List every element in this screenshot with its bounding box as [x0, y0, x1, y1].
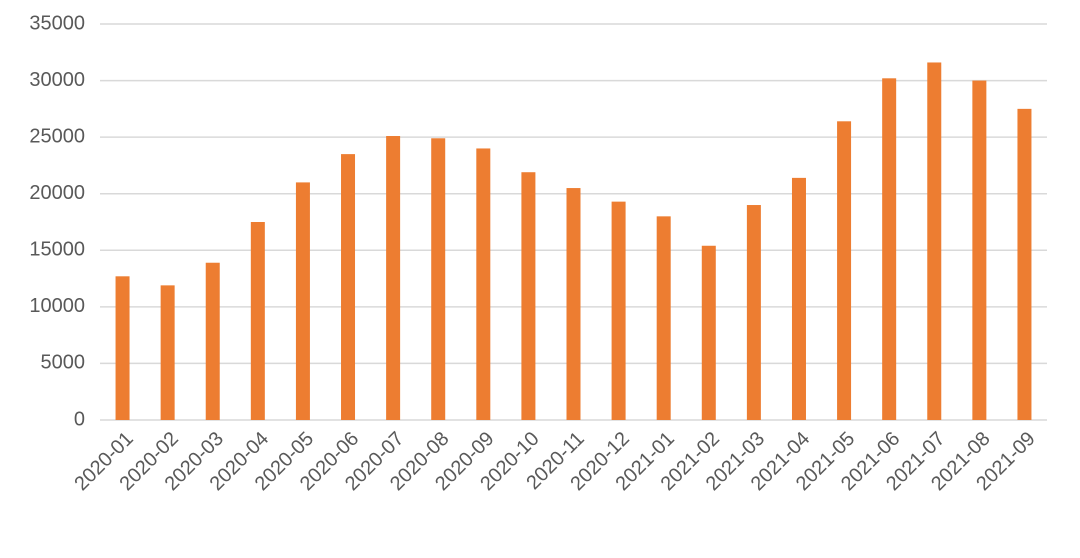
y-tick-label: 35000	[29, 12, 85, 34]
bar	[431, 138, 446, 420]
bar	[837, 121, 852, 420]
bar	[205, 262, 220, 420]
y-tick-label: 5000	[41, 352, 86, 374]
y-tick-label: 10000	[29, 295, 85, 317]
bar	[882, 78, 897, 421]
bar	[791, 177, 806, 420]
y-tick-label: 0	[74, 408, 85, 430]
bar	[746, 205, 761, 420]
bar	[341, 154, 356, 420]
bar	[611, 201, 626, 420]
y-tick-label: 15000	[29, 239, 85, 261]
bar	[972, 80, 987, 421]
bar	[701, 245, 716, 420]
bar	[386, 136, 401, 421]
bar	[521, 172, 536, 420]
y-tick-label: 30000	[29, 69, 85, 91]
bar	[250, 222, 265, 420]
y-tick-label: 20000	[29, 182, 85, 204]
bar	[160, 285, 175, 420]
y-tick-label: 25000	[29, 125, 85, 147]
bar	[927, 62, 942, 421]
bar	[566, 188, 581, 420]
bar	[656, 216, 671, 420]
bar	[115, 276, 130, 420]
bar	[295, 182, 310, 420]
bar	[476, 148, 491, 420]
bar	[1017, 108, 1032, 420]
